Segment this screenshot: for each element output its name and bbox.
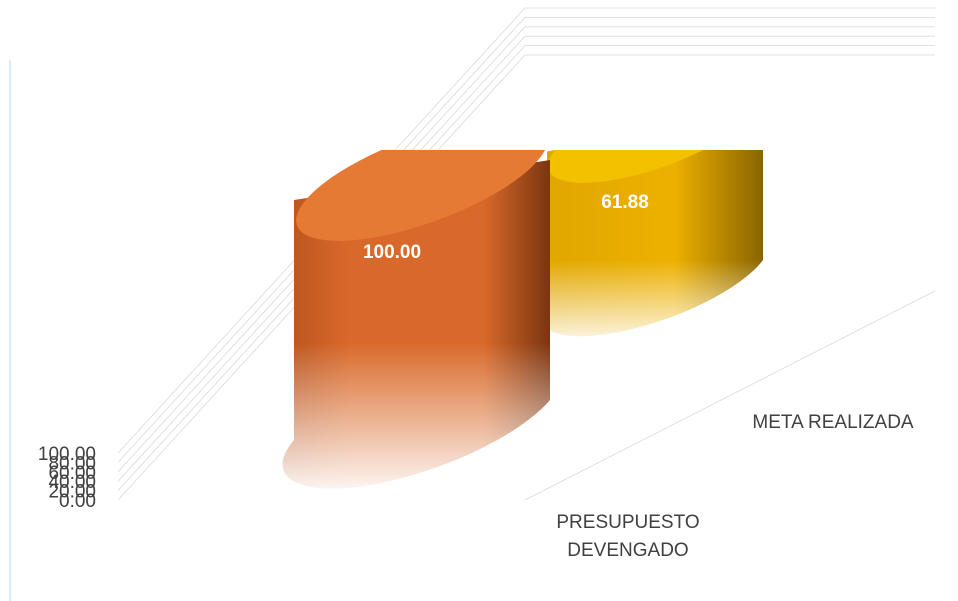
data-label: 61.88: [601, 192, 649, 213]
y-tick-label: 80.00: [48, 453, 96, 474]
y-tick-label: 100.00: [38, 444, 96, 465]
bars: [282, 80, 763, 489]
bar-1: [282, 119, 550, 489]
y-tick-label: 20.00: [48, 482, 96, 503]
y-tick-label: 40.00: [48, 472, 96, 493]
floor-edge: [524, 290, 936, 501]
bar-top: [296, 119, 548, 241]
category-label: PRESUPUESTO DEVENGADO: [556, 512, 699, 561]
y-tick-label: 60.00: [48, 463, 96, 484]
data-label: 100.00: [363, 242, 421, 263]
bar-2: [540, 80, 763, 337]
labels: 0.0020.0040.0060.0080.00100.0061.88100.0…: [38, 192, 914, 561]
category-label: META REALIZADA: [752, 412, 914, 433]
bar-body: [282, 160, 550, 489]
bar-top: [548, 80, 762, 183]
y-tick-label: 0.00: [59, 491, 96, 512]
